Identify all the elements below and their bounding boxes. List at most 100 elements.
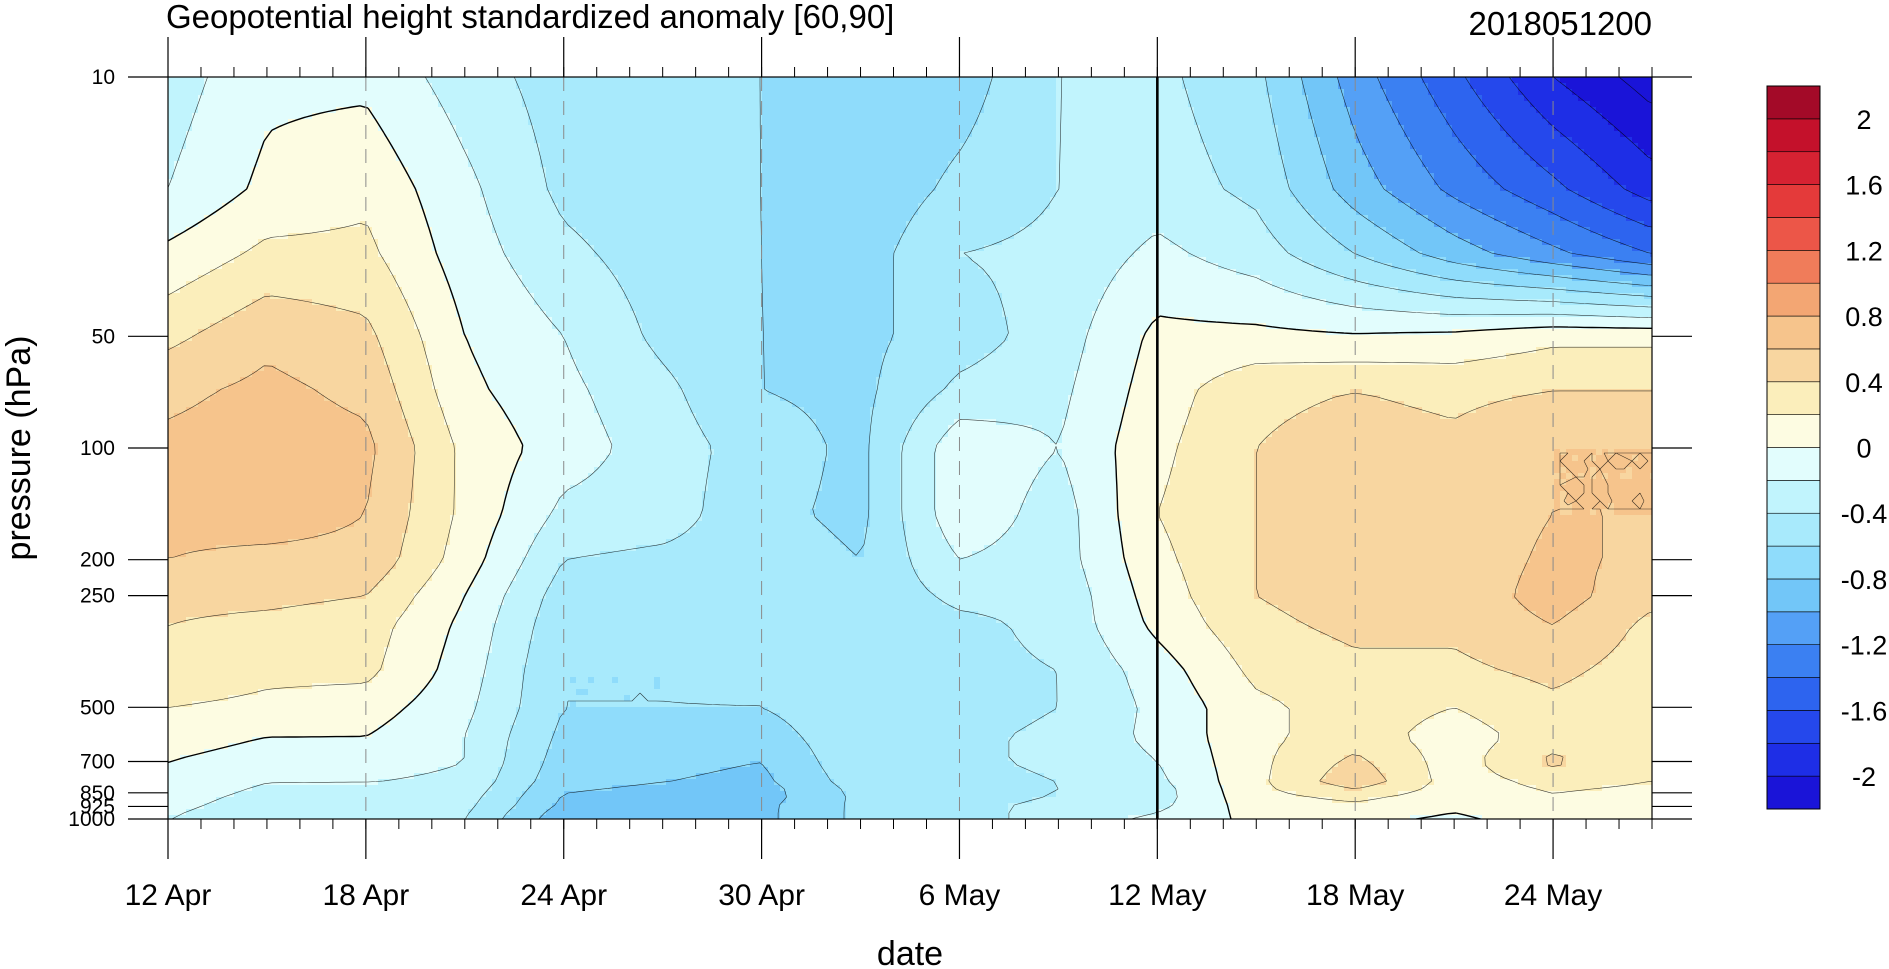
field-cell — [1602, 77, 1609, 84]
field-cell — [888, 101, 895, 108]
field-cell — [882, 89, 889, 96]
field-cell — [1428, 83, 1435, 90]
field-cell — [978, 89, 985, 96]
field-cell — [1452, 83, 1459, 90]
field-cell — [1392, 83, 1399, 90]
field-cell — [786, 101, 793, 108]
field-cell — [384, 83, 391, 90]
field-cell — [498, 101, 505, 108]
field-cell — [438, 77, 445, 84]
field-cell — [612, 77, 619, 84]
field-cell — [1470, 95, 1477, 102]
field-cell — [1494, 77, 1501, 84]
field-cell — [810, 95, 817, 102]
field-cell — [1398, 83, 1405, 90]
field-cell — [1488, 89, 1495, 96]
chart-figure: 12 Apr 18 Apr 24 Apr 30 Apr 6 May 12 May 18 Ma… — [0, 0, 1889, 969]
field-cell — [1206, 89, 1213, 96]
field-cell — [1140, 83, 1147, 90]
field-cell — [1260, 83, 1267, 90]
field-cell — [456, 89, 463, 96]
field-cell — [1314, 95, 1321, 102]
field-cell — [210, 101, 217, 108]
field-cell — [318, 95, 325, 102]
field-cell — [1566, 77, 1573, 84]
field-cell — [648, 83, 655, 90]
field-cell — [720, 95, 727, 102]
field-cell — [1272, 83, 1279, 90]
field-cell — [780, 101, 787, 108]
field-cell — [348, 95, 355, 102]
field-cell — [1218, 83, 1225, 90]
field-cell — [744, 83, 751, 90]
field-cell — [1506, 95, 1513, 102]
field-cell — [240, 89, 247, 96]
field-cell — [1596, 83, 1603, 90]
field-cell — [1008, 95, 1015, 102]
field-cell — [966, 89, 973, 96]
field-cell — [474, 77, 481, 84]
field-cell — [1554, 89, 1561, 96]
field-cell — [1536, 83, 1543, 90]
field-cell — [924, 89, 931, 96]
field-cell — [1212, 83, 1219, 90]
field-cell — [336, 83, 343, 90]
field-cell — [1434, 89, 1441, 96]
field-cell — [1404, 95, 1411, 102]
field-cell — [684, 77, 691, 84]
field-cell — [924, 95, 931, 102]
field-cell — [168, 83, 175, 90]
field-cell — [762, 101, 769, 108]
field-cell — [1218, 77, 1225, 84]
field-cell — [714, 95, 721, 102]
field-cell — [1170, 77, 1177, 84]
field-cell — [924, 83, 931, 90]
field-cell — [354, 89, 361, 96]
field-cell — [1104, 95, 1111, 102]
field-cell — [624, 101, 631, 108]
field-cell — [678, 101, 685, 108]
field-cell — [618, 83, 625, 90]
field-cell — [1638, 83, 1645, 90]
field-cell — [342, 83, 349, 90]
field-cell — [732, 101, 739, 108]
field-cell — [750, 101, 757, 108]
field-cell — [786, 77, 793, 84]
field-cell — [1092, 89, 1099, 96]
field-cell — [972, 95, 979, 102]
field-cell — [444, 95, 451, 102]
field-cell — [1242, 95, 1249, 102]
field-cell — [876, 89, 883, 96]
field-cell — [1122, 95, 1129, 102]
field-cell — [348, 83, 355, 90]
field-cell — [912, 83, 919, 90]
field-cell — [762, 89, 769, 96]
field-cell — [234, 89, 241, 96]
field-cell — [1146, 77, 1153, 84]
field-cell — [834, 101, 841, 108]
field-cell — [678, 83, 685, 90]
field-cell — [258, 89, 265, 96]
field-cell — [216, 83, 223, 90]
field-cell — [768, 101, 775, 108]
field-cell — [606, 77, 613, 84]
field-cell — [576, 95, 583, 102]
field-cell — [1500, 77, 1507, 84]
field-cell — [240, 83, 247, 90]
field-cell — [582, 89, 589, 96]
field-cell — [1356, 77, 1363, 84]
field-cell — [228, 83, 235, 90]
field-cell — [1200, 83, 1207, 90]
field-cell — [180, 101, 187, 108]
field-cell — [330, 101, 337, 108]
field-cell — [1578, 83, 1585, 90]
field-cell — [570, 83, 577, 90]
field-cell — [1200, 95, 1207, 102]
field-cell — [1158, 95, 1165, 102]
field-cell — [258, 101, 265, 108]
field-cell — [324, 83, 331, 90]
field-cell — [1542, 83, 1549, 90]
field-cell — [1146, 89, 1153, 96]
field-cell — [870, 89, 877, 96]
field-cell — [1188, 83, 1195, 90]
